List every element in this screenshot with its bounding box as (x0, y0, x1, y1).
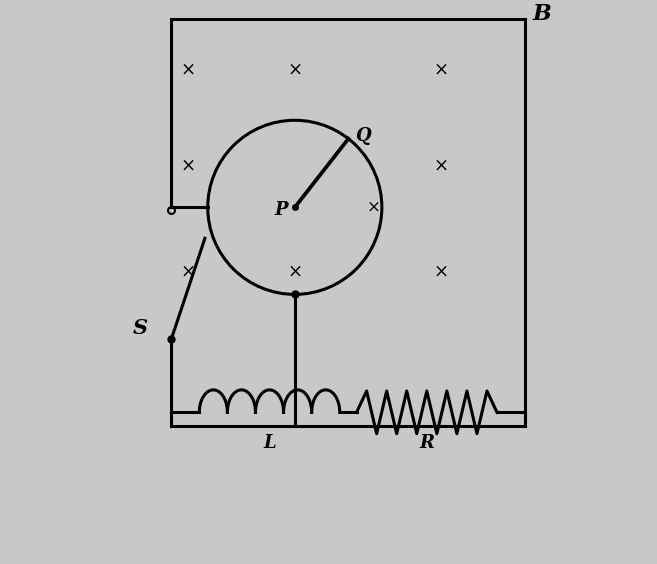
Text: L: L (263, 434, 276, 452)
Text: ×: × (181, 263, 196, 281)
Text: R: R (419, 434, 434, 452)
Text: ×: × (181, 61, 196, 79)
Text: ×: × (287, 263, 302, 281)
Text: ×: × (367, 199, 380, 216)
Text: ×: × (433, 61, 448, 79)
Text: ×: × (181, 156, 196, 174)
Text: P: P (274, 201, 288, 219)
Text: B: B (533, 3, 551, 25)
Text: S: S (133, 318, 148, 338)
Text: ×: × (287, 61, 302, 79)
Text: ×: × (433, 156, 448, 174)
Text: Q: Q (355, 127, 371, 145)
Text: ×: × (433, 263, 448, 281)
